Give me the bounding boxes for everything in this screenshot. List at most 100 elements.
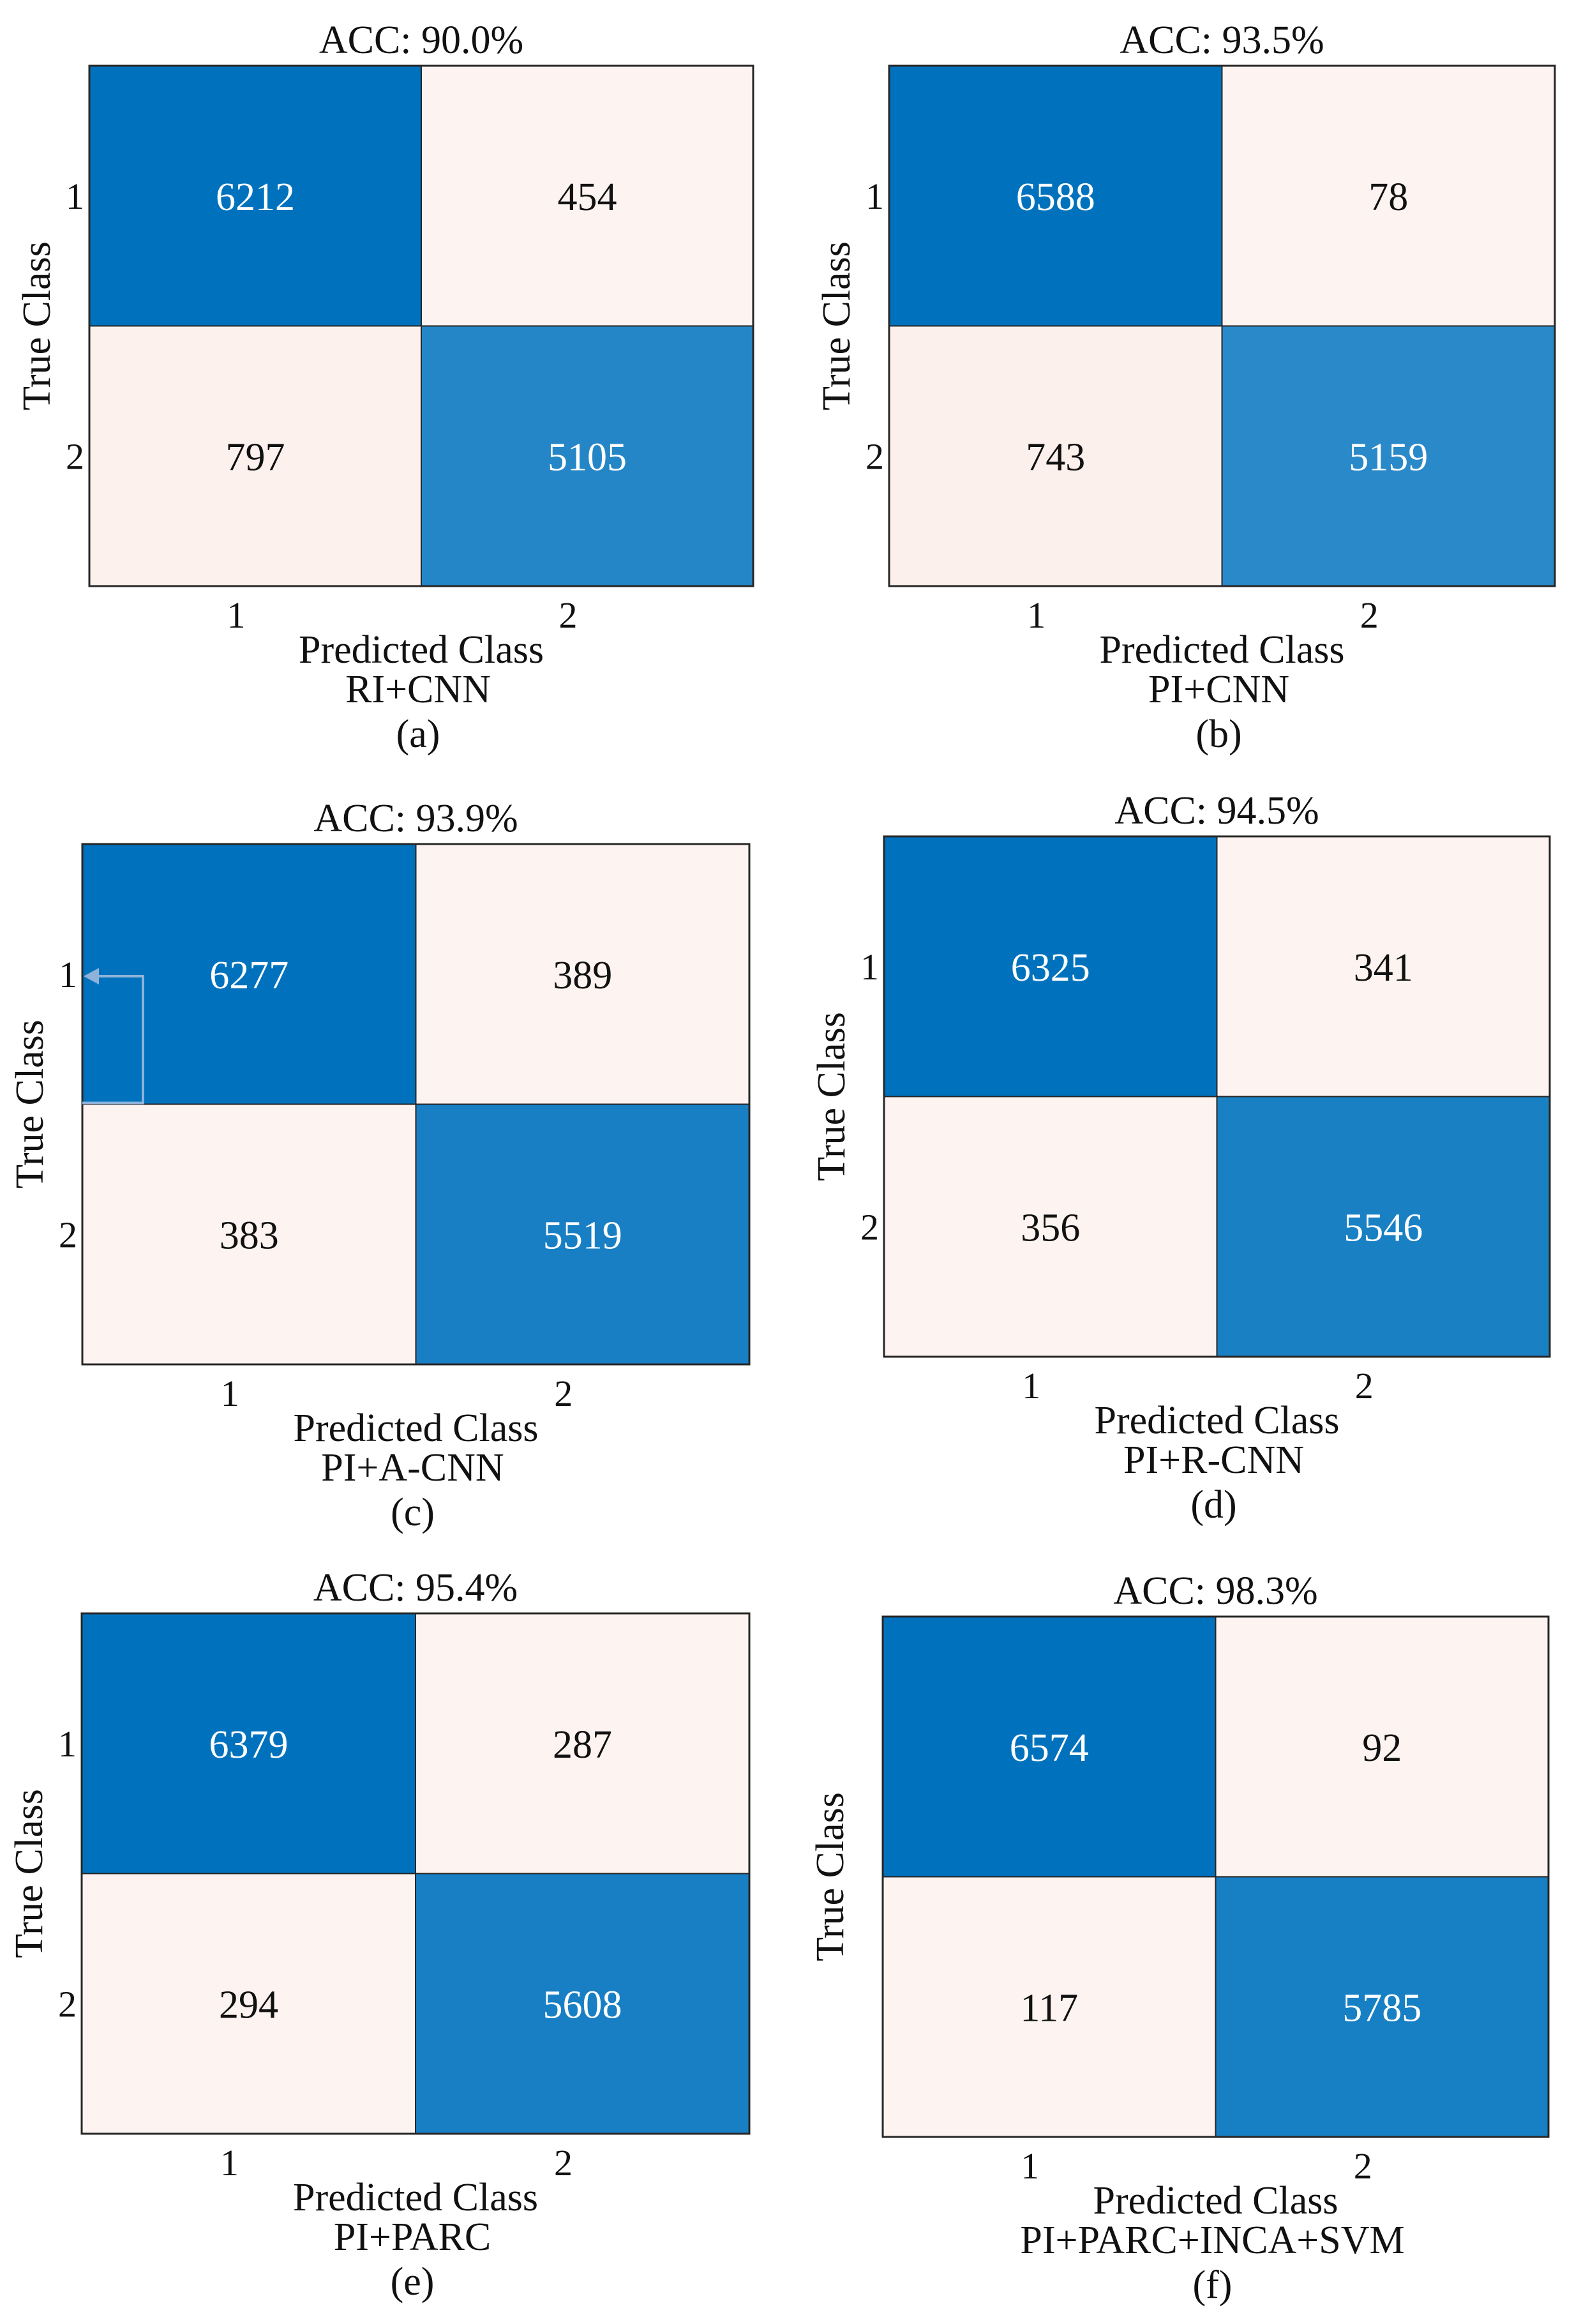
matrix-cell-r1-c1 [82,843,417,1105]
cell-value-r2-c2: 5785 [1342,1986,1421,2030]
x-axis-title: Predicted Class [1100,628,1345,672]
annotation-arrow [82,968,144,1105]
x-axis-title: Predicted Class [299,628,544,672]
cell-value-r2-c1: 356 [1021,1206,1080,1249]
method-caption: PI+A-CNN [321,1446,504,1490]
y-axis-title: True Class [809,1792,852,1961]
cell-value-r1-c2: 454 [558,176,617,219]
cell-value-r2-c2: 5546 [1344,1206,1423,1249]
matrix-cell-r1-c2 [415,843,750,1105]
x-tick-label-2: 2 [554,1373,573,1414]
matrix-border [888,64,1556,587]
matrix-cell-r2-c2 [1216,1096,1550,1357]
cell-value-r2-c1: 743 [1026,435,1085,479]
chart-title: ACC: 98.3% [1113,1569,1317,1613]
x-axis-title: Predicted Class [1093,2179,1338,2222]
matrix-cell-r2-c1 [82,1103,417,1365]
x-tick-label-2: 2 [1355,1365,1374,1407]
chart-title: ACC: 94.5% [1114,789,1319,833]
x-tick-label-2: 2 [1354,2145,1372,2187]
matrix-border [881,1615,1550,2138]
matrix-cell-r1-c2 [1215,1616,1549,1878]
cell-value-r1-c2: 287 [553,1723,612,1767]
matrix-cell-r2-c1 [81,1873,416,2134]
panel-label: (a) [396,713,440,756]
y-tick-label-1: 1 [58,1723,77,1765]
panel-label: (b) [1195,713,1241,756]
x-tick-label-1: 1 [227,594,246,636]
cell-value-r2-c1: 117 [1020,1986,1078,2030]
method-caption: PI+R-CNN [1123,1438,1304,1482]
chart-title: ACC: 93.9% [313,797,518,840]
cell-value-r1-c1: 6277 [209,954,289,997]
y-axis-title: True Class [8,1789,51,1958]
x-axis-title: Predicted Class [293,2176,538,2219]
cell-value-r1-c1: 6379 [209,1723,289,1767]
y-axis-title: True Class [815,241,858,411]
matrix-border [80,1612,751,2135]
matrix-cell-r2-c1 [882,1876,1217,2138]
method-caption: RI+CNN [345,668,491,711]
cell-value-r1-c1: 6588 [1016,176,1095,219]
x-tick-label-2: 2 [559,594,578,636]
matrix-cell-r2-c2 [1215,1876,1549,2138]
cell-value-r1-c1: 6212 [216,176,295,219]
panel-label: (d) [1190,1483,1236,1527]
matrix-cell-r1-c2 [1221,65,1555,327]
matrix-cell-r1-c2 [415,1613,750,1875]
y-tick-label-2: 2 [58,1983,77,2025]
matrix-cell-r1-c1 [882,1616,1217,1878]
panel-label: (f) [1193,2263,1233,2307]
matrix-cell-r2-c2 [415,1103,750,1365]
cell-value-r2-c2: 5519 [543,1214,622,1257]
cell-value-r2-c2: 5105 [548,435,627,479]
x-tick-label-1: 1 [221,1373,239,1414]
cell-value-r1-c2: 389 [553,954,612,997]
matrix-cell-r2-c1 [888,325,1223,587]
cell-value-r2-c2: 5608 [543,1983,622,2026]
x-tick-label-1: 1 [220,2142,239,2184]
cell-value-r1-c2: 78 [1368,176,1408,219]
y-tick-label-2: 2 [66,435,84,477]
matrix-cell-r2-c2 [421,325,754,587]
panel-label: (e) [391,2260,435,2304]
matrix-border [88,64,754,587]
matrix-cell-r2-c2 [1221,325,1555,587]
chart-title: ACC: 95.4% [313,1566,518,1610]
y-axis-title: True Class [810,1012,853,1181]
arrow-head-icon [84,968,99,985]
x-axis-title: Predicted Class [1095,1399,1340,1442]
y-axis-title: True Class [15,241,59,411]
x-axis-title: Predicted Class [294,1407,539,1450]
cell-value-r1-c2: 92 [1362,1726,1402,1770]
matrix-cell-r1-c2 [421,65,754,327]
method-caption: PI+PARC+INCA+SVM [1020,2219,1404,2262]
chart-title: ACC: 93.5% [1120,19,1324,62]
cell-value-r1-c2: 341 [1354,946,1413,990]
cell-value-r1-c1: 6574 [1010,1726,1089,1770]
x-tick-label-1: 1 [1027,594,1046,636]
cell-value-r1-c1: 6325 [1011,946,1090,990]
y-tick-label-1: 1 [66,176,84,217]
matrix-border [883,835,1551,1358]
y-tick-label-2: 2 [59,1214,77,1255]
matrix-cell-r1-c1 [89,65,422,327]
y-tick-label-2: 2 [860,1206,879,1248]
y-tick-label-2: 2 [866,435,884,477]
x-tick-label-2: 2 [1360,594,1379,636]
cell-value-r2-c1: 294 [219,1983,278,2026]
y-axis-title: True Class [8,1020,52,1189]
chart-title: ACC: 90.0% [319,19,523,62]
matrix-cell-r1-c2 [1216,836,1550,1098]
x-tick-label-1: 1 [1021,2145,1039,2187]
matrix-cell-r2-c1 [89,325,422,587]
cell-value-r2-c2: 5159 [1349,435,1428,479]
panel-label: (c) [391,1491,435,1534]
x-tick-label-1: 1 [1022,1365,1040,1407]
matrix-cell-r1-c1 [81,1613,416,1875]
